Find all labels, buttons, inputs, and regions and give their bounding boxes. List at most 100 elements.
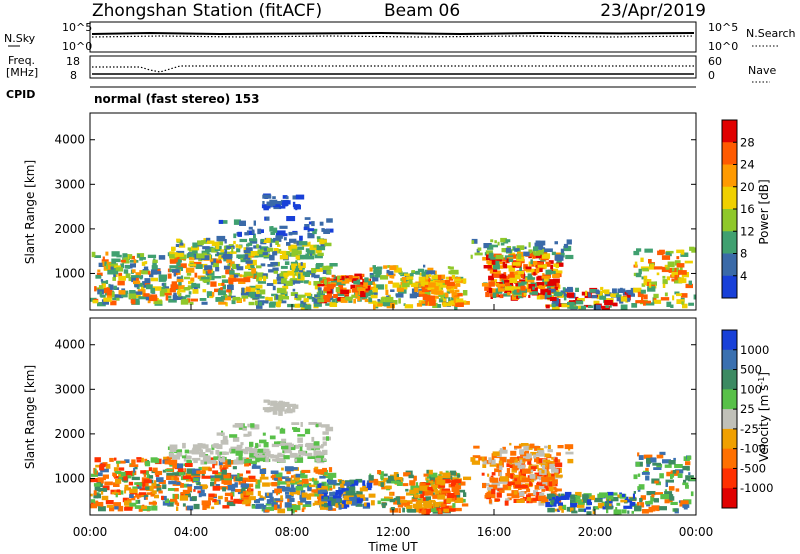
range-cell <box>193 478 199 481</box>
range-cell <box>158 274 167 280</box>
range-cell <box>91 251 96 258</box>
range-cell <box>524 276 533 280</box>
range-cell <box>536 282 544 286</box>
range-cell <box>286 242 291 246</box>
range-cell <box>111 491 120 495</box>
range-cell <box>278 410 283 416</box>
range-cell <box>298 453 301 458</box>
range-cell <box>454 507 462 512</box>
range-cell <box>233 460 237 465</box>
range-cell <box>202 252 207 256</box>
range-cell <box>202 457 211 462</box>
range-cell <box>327 472 337 478</box>
range-cell <box>561 509 564 513</box>
range-cell <box>291 504 301 511</box>
range-cell <box>102 261 112 267</box>
range-cell <box>180 275 184 281</box>
range-cell <box>546 284 555 289</box>
range-cell <box>236 254 245 259</box>
range-cell <box>434 274 440 278</box>
range-cell <box>229 270 235 275</box>
range-cell <box>451 486 458 492</box>
range-cell <box>311 436 315 442</box>
range-cell <box>216 432 225 436</box>
range-cell <box>307 452 313 456</box>
range-cell <box>576 504 585 508</box>
range-cell <box>498 283 507 287</box>
range-cell <box>292 427 298 430</box>
range-cell <box>506 258 509 263</box>
range-cell <box>105 264 108 269</box>
range-cell <box>334 277 338 282</box>
range-cell <box>235 244 239 248</box>
range-cell <box>604 289 610 295</box>
range-cell <box>263 442 269 448</box>
range-cell <box>167 502 174 507</box>
range-cell <box>506 459 515 463</box>
range-cell <box>291 494 294 498</box>
range-cell <box>307 456 316 459</box>
range-cell <box>645 475 650 481</box>
range-cell <box>489 270 496 274</box>
range-cell <box>301 508 305 512</box>
range-cell <box>534 252 541 256</box>
range-cell <box>187 486 192 492</box>
range-cell <box>176 278 184 283</box>
range-cell <box>187 247 193 251</box>
range-cell <box>270 470 279 474</box>
range-cell <box>426 499 436 503</box>
range-cell <box>544 453 550 458</box>
range-cell <box>410 282 419 287</box>
range-cell <box>499 471 502 477</box>
range-cell <box>243 254 249 260</box>
range-cell <box>643 280 648 286</box>
range-cell <box>182 296 187 300</box>
range-cell <box>123 257 129 262</box>
range-cell <box>536 482 544 487</box>
range-cell <box>397 284 403 289</box>
range-cell <box>293 240 303 244</box>
range-cell <box>490 459 496 465</box>
range-cell <box>674 279 683 284</box>
range-cell <box>120 259 126 263</box>
range-cell <box>257 479 261 485</box>
range-cell <box>284 466 294 472</box>
colorbar-segment <box>722 448 737 469</box>
range-cell <box>290 445 296 451</box>
range-cell <box>181 455 187 459</box>
range-cell <box>368 493 376 498</box>
range-cell <box>184 468 187 473</box>
colorbar-segment <box>722 164 737 188</box>
range-cell <box>556 260 562 264</box>
range-cell <box>236 444 243 448</box>
range-cell <box>288 498 295 502</box>
range-cell <box>448 276 454 281</box>
range-cell <box>165 295 169 301</box>
range-cell <box>362 480 366 486</box>
range-cell <box>177 291 181 295</box>
range-cell <box>304 224 310 228</box>
range-cell <box>315 458 322 462</box>
range-cell <box>537 450 545 454</box>
range-cell <box>409 293 417 299</box>
range-cell <box>511 482 515 486</box>
range-cell <box>686 455 692 460</box>
range-cell <box>306 495 312 500</box>
range-cell <box>427 286 434 291</box>
range-cell <box>372 287 378 293</box>
range-cell <box>520 285 526 291</box>
range-cell <box>203 454 209 457</box>
range-cell <box>198 466 202 471</box>
range-cell <box>259 293 262 298</box>
range-cell <box>670 473 673 479</box>
range-cell <box>525 266 532 270</box>
range-cell <box>486 254 491 260</box>
range-cell <box>389 508 399 513</box>
range-cell <box>499 465 503 470</box>
range-cell <box>530 477 535 483</box>
range-cell <box>482 463 487 468</box>
range-cell <box>373 283 377 289</box>
range-cell <box>457 474 461 478</box>
